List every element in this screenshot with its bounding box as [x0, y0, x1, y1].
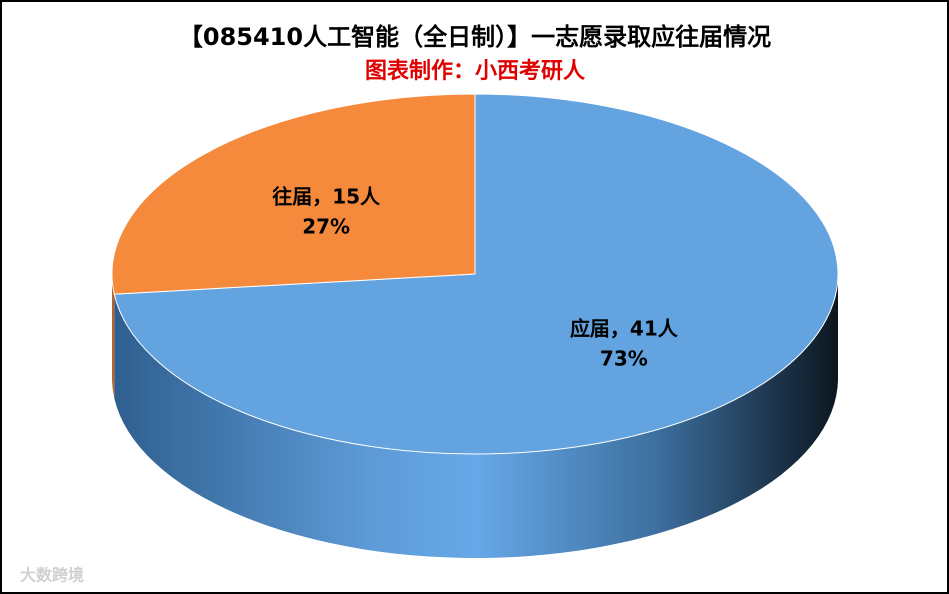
pie: 应届，41人 73% 往届，15人 27%	[111, 93, 839, 558]
data-label: 往届，15人	[272, 185, 381, 209]
slice	[111, 93, 476, 295]
percent-label: 73%	[600, 346, 648, 370]
chart-subtitle: 图表制作：小西考研人	[365, 59, 585, 84]
slice-side	[114, 274, 838, 558]
chart-title: 【085410人工智能（全日制）】一志愿录取应往届情况	[179, 23, 771, 51]
watermark: 大数跨境	[20, 566, 84, 585]
data-label: 应届，41人	[570, 316, 679, 340]
percent-label: 27%	[302, 215, 350, 239]
slice-side	[112, 274, 115, 399]
slice	[113, 93, 839, 455]
